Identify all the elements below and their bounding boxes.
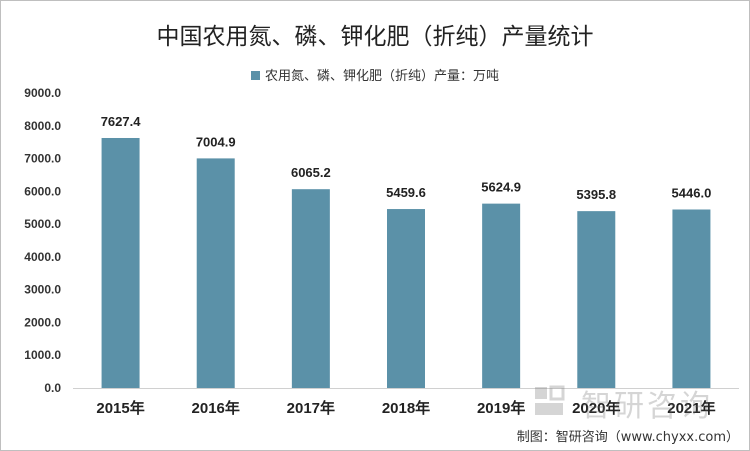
bar-value-label: 7627.4	[101, 114, 142, 129]
x-tick-label: 2016年	[192, 399, 240, 417]
bar	[482, 203, 521, 388]
y-tick-label: 9000.0	[24, 86, 61, 100]
bar-value-label: 5624.9	[481, 180, 521, 195]
legend-label: 农用氮、磷、钾化肥（折纯）产量：万吨	[264, 69, 499, 84]
y-tick-label: 2000.0	[24, 315, 61, 329]
x-tick-label: 2019年	[477, 399, 525, 417]
source-note: 制图：智研咨询（www.chyxx.com）	[516, 430, 739, 445]
y-tick-label: 8000.0	[24, 119, 61, 133]
bar-value-label: 5459.6	[386, 185, 426, 200]
y-tick-label: 0.0	[44, 381, 61, 395]
y-tick-label: 7000.0	[24, 152, 61, 166]
watermark-text: 智研咨询	[581, 389, 713, 424]
legend-swatch	[250, 71, 260, 80]
y-tick-label: 5000.0	[24, 217, 61, 231]
bar-value-label: 5446.0	[672, 185, 712, 200]
bar	[196, 158, 235, 388]
bar-value-label: 5395.8	[576, 187, 616, 202]
chart-title: 中国农用氮、磷、钾化肥（折纯）产量统计	[156, 24, 594, 50]
y-tick-label: 4000.0	[24, 250, 61, 264]
x-tick-label: 2018年	[382, 399, 430, 417]
bar-value-label: 7004.9	[196, 134, 236, 149]
watermark-logo: 智研咨询	[529, 381, 744, 424]
y-axis: 0.0 1000.0 2000.0 3000.0 4000.0 5000.0 6000.0 7…	[24, 86, 61, 395]
watermark-icon	[535, 385, 565, 415]
bar	[291, 189, 330, 388]
bar	[101, 137, 140, 388]
x-tick-label: 2021年	[667, 399, 715, 417]
y-tick-label: 6000.0	[24, 184, 61, 198]
bar	[672, 209, 711, 388]
bar	[577, 211, 616, 388]
bar	[387, 209, 425, 388]
y-tick-label: 3000.0	[24, 283, 61, 297]
x-tick-label: 2017年	[287, 399, 335, 417]
bar-value-label: 6065.2	[291, 165, 331, 180]
chart-legend: 农用氮、磷、钾化肥（折纯）产量：万吨	[1, 65, 749, 84]
y-tick-label: 1000.0	[24, 348, 61, 362]
x-tick-label: 2015年	[96, 399, 144, 417]
x-tick-label: 2020年	[572, 399, 620, 417]
x-axis: 2015年 2016年 2017年 2018年 2019年 2020年 2021年	[73, 388, 739, 417]
bars: 7627.4 7004.9 6065.2 5459.6 5624.9 5395.8 5446…	[101, 114, 712, 388]
